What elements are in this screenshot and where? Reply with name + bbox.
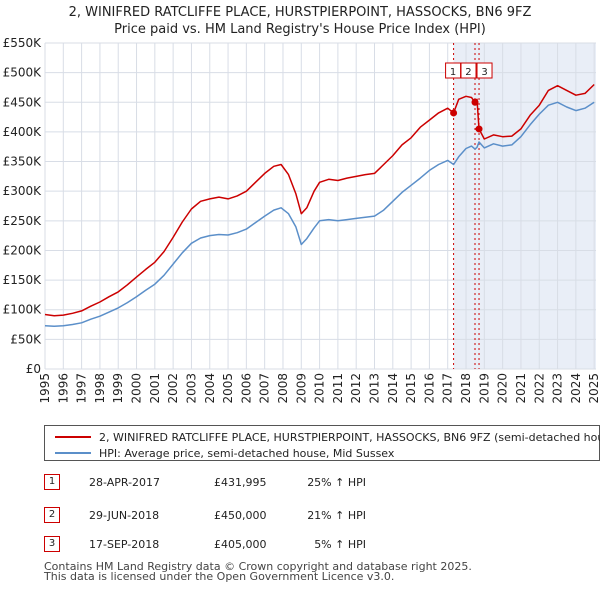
y-tick-label: £100K bbox=[3, 303, 43, 317]
sale-date-1: 28-APR-2017 bbox=[89, 476, 161, 489]
y-tick-label: £500K bbox=[3, 66, 43, 80]
hpi-series-line bbox=[44, 101, 595, 328]
x-tick-label: 2010 bbox=[313, 373, 327, 404]
x-tick-label: 2024 bbox=[569, 373, 583, 404]
footer-licence: This data is licensed under the Open Gov… bbox=[44, 570, 395, 583]
legend-item-property: 2, WINIFRED RATCLIFFE PLACE, HURSTPIERPO… bbox=[55, 429, 600, 445]
y-tick-label: £350K bbox=[3, 155, 43, 169]
x-tick-label: 1995 bbox=[38, 373, 52, 404]
x-tick-label: 2016 bbox=[422, 373, 436, 404]
chart-subtitle: Price paid vs. HM Land Registry's House … bbox=[114, 22, 486, 37]
footer: Contains HM Land Registry data © Crown c… bbox=[44, 560, 472, 583]
price-chart: 2, WINIFRED RATCLIFFE PLACE, HURSTPIERPO… bbox=[3, 5, 600, 404]
x-tick-label: 2006 bbox=[239, 373, 253, 404]
property-series-line bbox=[44, 83, 595, 317]
sale-hpi-1: 25% ↑ HPI bbox=[307, 476, 366, 489]
chart-title: 2, WINIFRED RATCLIFFE PLACE, HURSTPIERPO… bbox=[69, 5, 532, 20]
sale-label-1: 1 bbox=[450, 67, 456, 78]
sale-price-3: £405,000 bbox=[214, 538, 267, 551]
y-tick-label: £550K bbox=[3, 36, 43, 50]
y-tick-label: £450K bbox=[3, 95, 43, 109]
legend: 2, WINIFRED RATCLIFFE PLACE, HURSTPIERPO… bbox=[44, 425, 600, 461]
x-tick-label: 2009 bbox=[294, 373, 308, 404]
x-tick-label: 1999 bbox=[111, 373, 125, 404]
x-tick-label: 1998 bbox=[93, 373, 107, 404]
x-tick-label: 2000 bbox=[130, 373, 144, 404]
x-tick-label: 2008 bbox=[276, 373, 290, 404]
x-tick-label: 2012 bbox=[349, 373, 363, 404]
y-tick-label: £250K bbox=[3, 214, 43, 228]
x-tick-label: 2021 bbox=[514, 373, 528, 404]
y-tick-label: £150K bbox=[3, 273, 43, 287]
x-tick-label: 2025 bbox=[587, 373, 600, 404]
y-tick-label: £200K bbox=[3, 243, 43, 257]
legend-label-property: 2, WINIFRED RATCLIFFE PLACE, HURSTPIERPO… bbox=[99, 430, 600, 444]
y-tick-label: £50K bbox=[10, 332, 42, 346]
sale-price-1: £431,995 bbox=[214, 476, 267, 489]
x-tick-label: 2005 bbox=[221, 373, 235, 404]
legend-swatch-property bbox=[55, 436, 91, 438]
x-tick-label: 2001 bbox=[148, 373, 162, 404]
sale-date-2: 29-JUN-2018 bbox=[89, 509, 160, 522]
x-tick-label: 2020 bbox=[496, 373, 510, 404]
sale-label-box-3 bbox=[476, 62, 493, 79]
sale-label-2: 2 bbox=[465, 67, 471, 78]
legend-item-hpi: HPI: Average price, semi-detached house,… bbox=[55, 445, 394, 461]
sale-hpi-3: 5% ↑ HPI bbox=[314, 538, 366, 551]
sale-price-2: £450,000 bbox=[214, 509, 267, 522]
sale-point-1 bbox=[450, 109, 458, 117]
legend-swatch-hpi bbox=[55, 452, 91, 454]
x-tick-label: 2019 bbox=[477, 373, 491, 404]
x-tick-label: 2011 bbox=[331, 373, 345, 404]
x-tick-label: 1997 bbox=[75, 373, 89, 404]
x-tick-label: 2004 bbox=[203, 373, 217, 404]
y-tick-label: £300K bbox=[3, 184, 43, 198]
x-tick-label: 1996 bbox=[56, 373, 70, 404]
x-tick-label: 2015 bbox=[404, 373, 418, 404]
sale-point-2 bbox=[471, 98, 479, 106]
x-tick-label: 2014 bbox=[386, 373, 400, 404]
y-tick-label: £0 bbox=[26, 362, 41, 376]
x-tick-label: 2017 bbox=[441, 373, 455, 404]
sale-hpi-2: 21% ↑ HPI bbox=[307, 509, 366, 522]
x-tick-label: 2003 bbox=[184, 373, 198, 404]
sale-label-box-2 bbox=[460, 62, 477, 79]
sale-badge-2: 2 bbox=[44, 507, 60, 523]
sale-date-3: 17-SEP-2018 bbox=[89, 538, 160, 551]
y-tick-label: £400K bbox=[3, 125, 43, 139]
sale-badge-1: 1 bbox=[44, 474, 60, 490]
x-tick-label: 2022 bbox=[532, 373, 546, 404]
x-tick-label: 2023 bbox=[551, 373, 565, 404]
sale-point-3 bbox=[475, 125, 483, 133]
x-tick-label: 2002 bbox=[166, 373, 180, 404]
footer-copyright: Contains HM Land Registry data © Crown c… bbox=[44, 560, 472, 573]
post-sale-shaded-region bbox=[453, 43, 596, 369]
x-tick-label: 2013 bbox=[368, 373, 382, 404]
sale-badge-3: 3 bbox=[44, 536, 60, 552]
sale-label-3: 3 bbox=[481, 67, 487, 78]
legend-label-hpi: HPI: Average price, semi-detached house,… bbox=[99, 446, 395, 460]
x-tick-label: 2007 bbox=[258, 373, 272, 404]
x-tick-label: 2018 bbox=[459, 373, 473, 404]
